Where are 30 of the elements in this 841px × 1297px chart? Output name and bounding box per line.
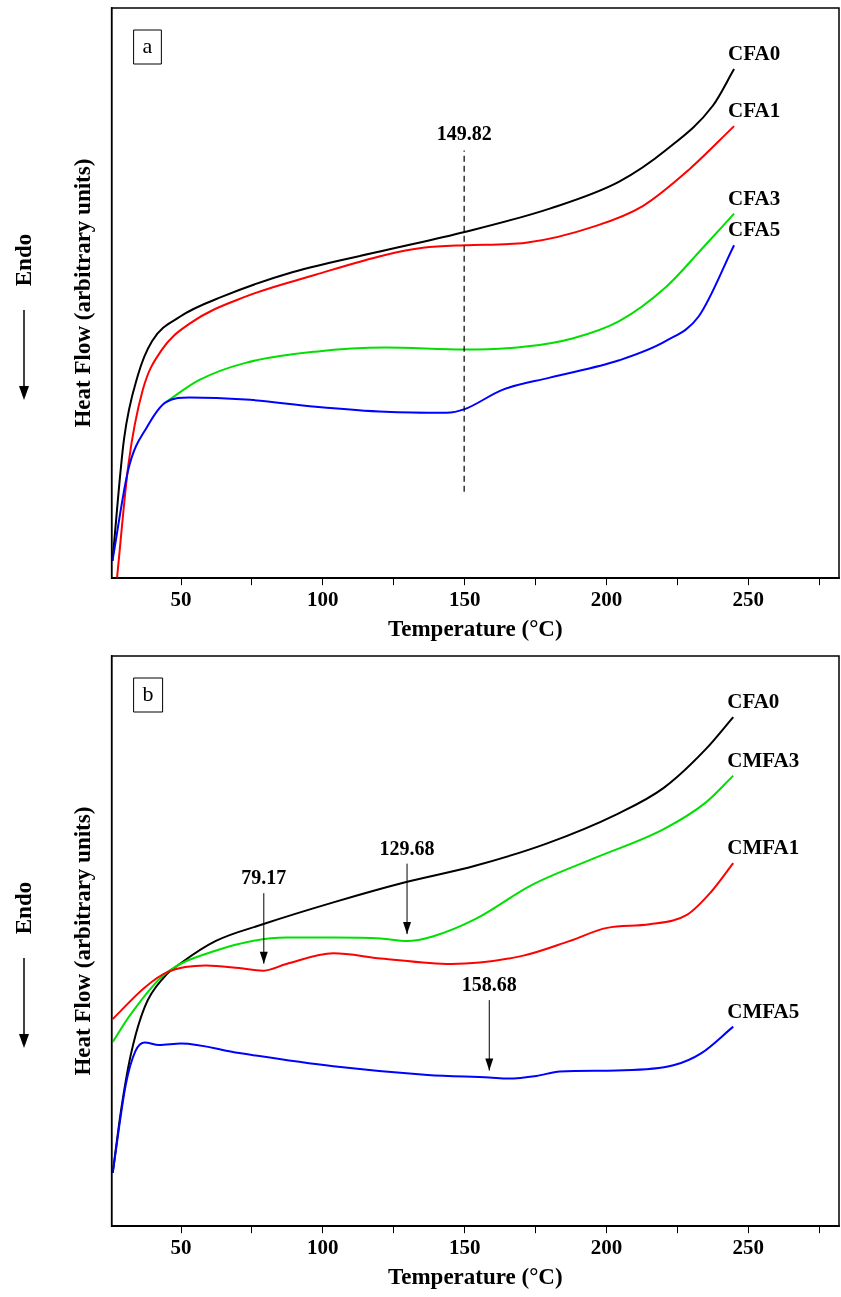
series-label: CMFA5 (727, 998, 800, 1023)
series-label: CFA1 (728, 98, 781, 123)
x-tick-label: 200 (590, 1235, 623, 1260)
x-axis-title: Temperature (°C) (387, 616, 563, 642)
x-axis-title: Temperature (°C) (387, 1264, 563, 1290)
annotation: 158.68 (461, 973, 517, 996)
annotation: 79.17 (241, 866, 287, 889)
x-tick-label: 50 (170, 1235, 192, 1260)
series-label: CFA5 (728, 217, 781, 242)
x-tick-label: 50 (170, 587, 192, 612)
text: b (142, 680, 154, 706)
series-label: CMFA1 (727, 835, 800, 860)
x-tick-label: 150 (448, 587, 481, 612)
series-label: CFA3 (728, 185, 781, 210)
series-label: CFA0 (727, 689, 780, 714)
text: Endo (11, 233, 37, 287)
text: a (142, 32, 153, 58)
x-tick-label: 100 (307, 1235, 339, 1260)
x-tick-label: 250 (732, 587, 764, 612)
y-axis-title: Heat Flow (arbitrary units) (69, 806, 95, 1076)
annotation: 129.68 (379, 836, 435, 859)
text: Endo (11, 881, 37, 935)
x-tick-label: 150 (448, 1235, 481, 1260)
x-tick-label: 250 (732, 1235, 764, 1260)
x-tick-label: 100 (307, 587, 339, 612)
x-tick-label: 200 (590, 587, 623, 612)
series-label: CFA0 (728, 41, 781, 66)
series-label: CMFA3 (727, 747, 800, 772)
y-axis-title: Heat Flow (arbitrary units) (69, 158, 95, 428)
ref-line-label: 149.82 (436, 121, 492, 144)
